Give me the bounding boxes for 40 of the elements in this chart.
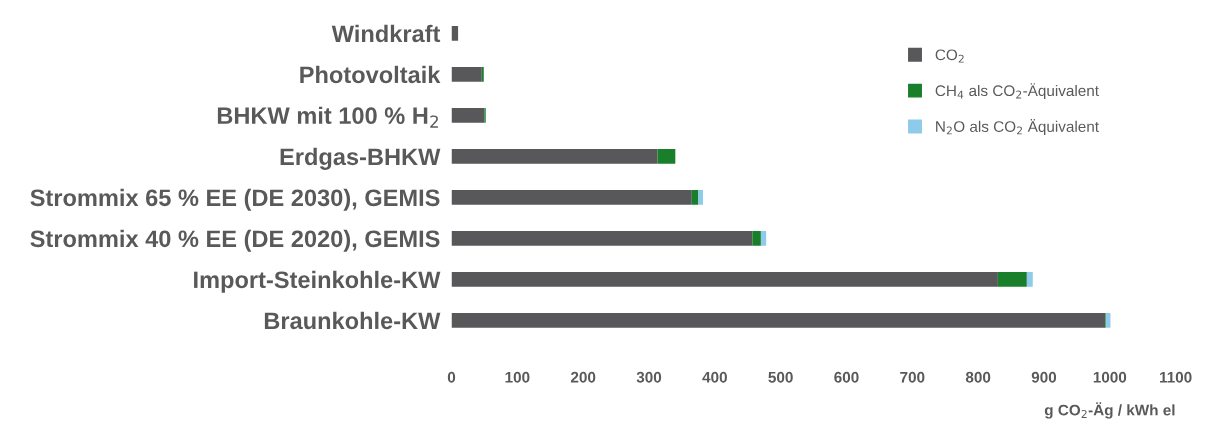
bar (1105, 312, 1111, 328)
x-tick-label: 500 (768, 371, 793, 383)
bar (657, 148, 676, 164)
bar (451, 25, 459, 41)
y-tick-label: Braunkohle-KW (264, 311, 441, 330)
bar (760, 230, 767, 246)
x-tick-label: 1100 (1160, 371, 1192, 383)
x-tick-label: 900 (1031, 371, 1057, 383)
y-tick-label: BHKW mit 100 % H$_{2}$ (217, 106, 438, 128)
legend-label: CH$_{4}$ als CO$_{2}$-Äquivalent (935, 83, 1099, 100)
bar (451, 66, 482, 82)
bar (451, 271, 998, 287)
x-tick-label: 0 (447, 371, 456, 383)
y-tick-label: Strommix 65 % EE (DE 2030), GEMIS (30, 188, 440, 211)
bar (752, 230, 761, 246)
bar (451, 230, 753, 246)
y-tick-label: Import-Steinkohle-KW (194, 270, 441, 293)
y-tick-label: Photovoltaik (300, 65, 441, 84)
x-axis-title: g CO$_{2}$-Äg / kWh el (1044, 402, 1175, 419)
legend-label: N$_{2}$O als CO$_{2}$ Äquivalent (936, 119, 1099, 136)
bar (698, 189, 703, 205)
bar (451, 189, 692, 205)
bar (451, 107, 485, 123)
y-tick-label: Strommix 40 % EE (DE 2020), GEMIS (30, 229, 440, 252)
x-tick-label: 800 (965, 371, 991, 383)
x-tick-label: 300 (636, 371, 662, 383)
legend-label: CO$_{2}$ (935, 49, 964, 63)
bar (997, 271, 1027, 287)
y-tick-label: Erdgas-BHKW (280, 147, 441, 170)
bar (451, 148, 658, 164)
bar (451, 312, 1106, 328)
x-tick-label: 400 (702, 371, 727, 383)
bar (1026, 271, 1033, 287)
y-tick-label: Windkraft (331, 24, 441, 43)
x-tick-label: 700 (900, 371, 925, 383)
bar (691, 189, 699, 205)
x-tick-label: 100 (505, 371, 530, 383)
x-tick-label: 600 (834, 371, 859, 383)
x-tick-label: 200 (570, 371, 596, 383)
x-tick-label: 1000 (1093, 371, 1127, 383)
